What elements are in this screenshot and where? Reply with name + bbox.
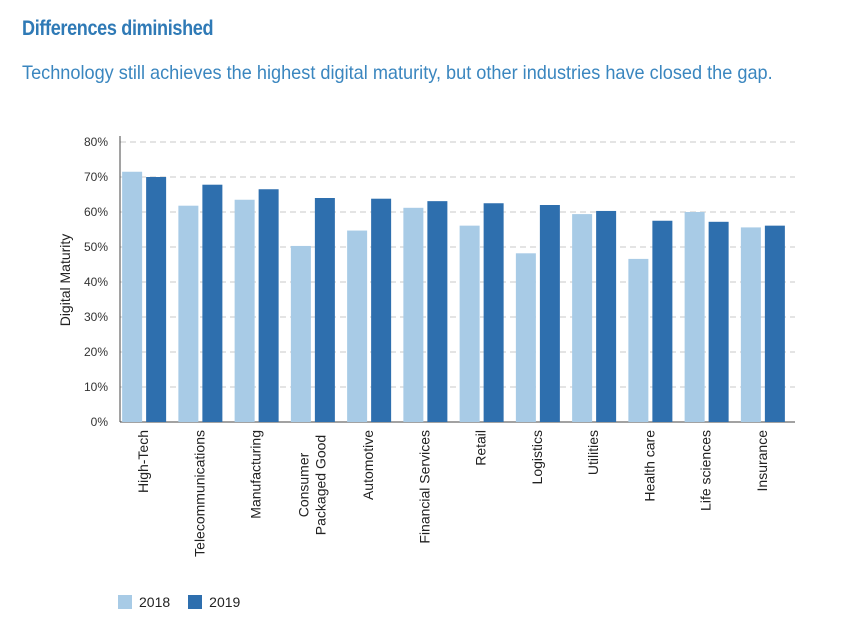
x-tick-label: Utilities bbox=[585, 430, 601, 475]
bar-2019 bbox=[371, 198, 392, 422]
legend-swatch-2018 bbox=[118, 595, 132, 609]
x-tick-label-line: Retail bbox=[473, 430, 489, 466]
legend-item-2018: 2018 bbox=[118, 594, 170, 610]
x-tick-label: Life sciences bbox=[698, 430, 714, 511]
x-tick-label: Insurance bbox=[754, 430, 770, 492]
bar-2018 bbox=[290, 245, 311, 422]
x-tick-label-line: Packaged Good bbox=[312, 435, 328, 535]
bar-2018 bbox=[122, 171, 143, 422]
y-tick-label: 10% bbox=[84, 380, 108, 394]
x-tick-label: Automotive bbox=[360, 430, 376, 500]
y-axis-label: Digital Maturity bbox=[57, 234, 73, 327]
legend-item-2019: 2019 bbox=[188, 594, 240, 610]
bar-2019 bbox=[258, 189, 279, 422]
x-tick-label-line: Utilities bbox=[585, 430, 601, 475]
legend-swatch-2019 bbox=[188, 595, 203, 609]
bar-2019 bbox=[539, 205, 560, 422]
x-tick-label-line: Health care bbox=[641, 430, 657, 502]
bar-2018 bbox=[572, 214, 593, 422]
y-tick-label: 0% bbox=[91, 415, 109, 429]
bar-2018 bbox=[515, 253, 536, 422]
x-tick-label: Financial Services bbox=[416, 430, 432, 544]
x-tick-label-line: Consumer bbox=[295, 452, 311, 517]
x-tick-label: ConsumerPackaged Good bbox=[295, 435, 328, 535]
bar-2019 bbox=[764, 225, 785, 422]
y-tick-label: 50% bbox=[84, 240, 108, 254]
chart-title: Differences diminished bbox=[22, 17, 214, 40]
bar-2018 bbox=[684, 212, 705, 422]
x-tick-label-line: Logistics bbox=[529, 430, 545, 484]
legend-label-2018: 2018 bbox=[139, 594, 171, 610]
x-tick-label: Retail bbox=[473, 430, 489, 466]
x-tick-label-line: Telecommunications bbox=[191, 430, 207, 557]
x-tick-label: Logistics bbox=[529, 430, 545, 484]
legend: 2018 2019 bbox=[118, 594, 258, 610]
x-tick-label-line: Life sciences bbox=[698, 430, 714, 511]
x-tick-label: High-Tech bbox=[135, 430, 151, 493]
bar-2019 bbox=[596, 210, 617, 422]
x-tick-label: Health care bbox=[641, 430, 657, 502]
bar-2019 bbox=[202, 184, 223, 422]
y-tick-label: 30% bbox=[84, 310, 108, 324]
bar-2019 bbox=[652, 220, 673, 422]
bar-2019 bbox=[427, 201, 448, 422]
bar-2019 bbox=[708, 221, 729, 422]
bar-2018 bbox=[178, 205, 199, 422]
x-tick-label: Telecommunications bbox=[191, 430, 207, 557]
y-tick-label: 80% bbox=[84, 135, 108, 149]
x-tick-label-line: Insurance bbox=[754, 430, 770, 492]
bar-2019 bbox=[483, 203, 504, 422]
legend-label-2019: 2019 bbox=[209, 594, 241, 610]
bar-2019 bbox=[146, 177, 167, 422]
bar-2018 bbox=[347, 230, 368, 422]
bar-2018 bbox=[403, 207, 424, 422]
y-tick-label: 40% bbox=[84, 275, 108, 289]
x-tick-label-line: Manufacturing bbox=[248, 430, 264, 519]
bar-2019 bbox=[314, 198, 335, 422]
x-tick-label: Manufacturing bbox=[248, 430, 264, 519]
y-tick-label: 60% bbox=[84, 205, 108, 219]
y-tick-label: 70% bbox=[84, 170, 108, 184]
bar-2018 bbox=[234, 199, 255, 422]
bar-2018 bbox=[740, 227, 761, 422]
x-tick-label-line: High-Tech bbox=[135, 430, 151, 493]
x-tick-label-line: Financial Services bbox=[416, 430, 432, 544]
bar-2018 bbox=[459, 225, 480, 422]
bar-2018 bbox=[628, 258, 649, 422]
chart-subtitle: Technology still achieves the highest di… bbox=[22, 62, 773, 84]
y-tick-label: 20% bbox=[84, 345, 108, 359]
x-tick-label-line: Automotive bbox=[360, 430, 376, 500]
